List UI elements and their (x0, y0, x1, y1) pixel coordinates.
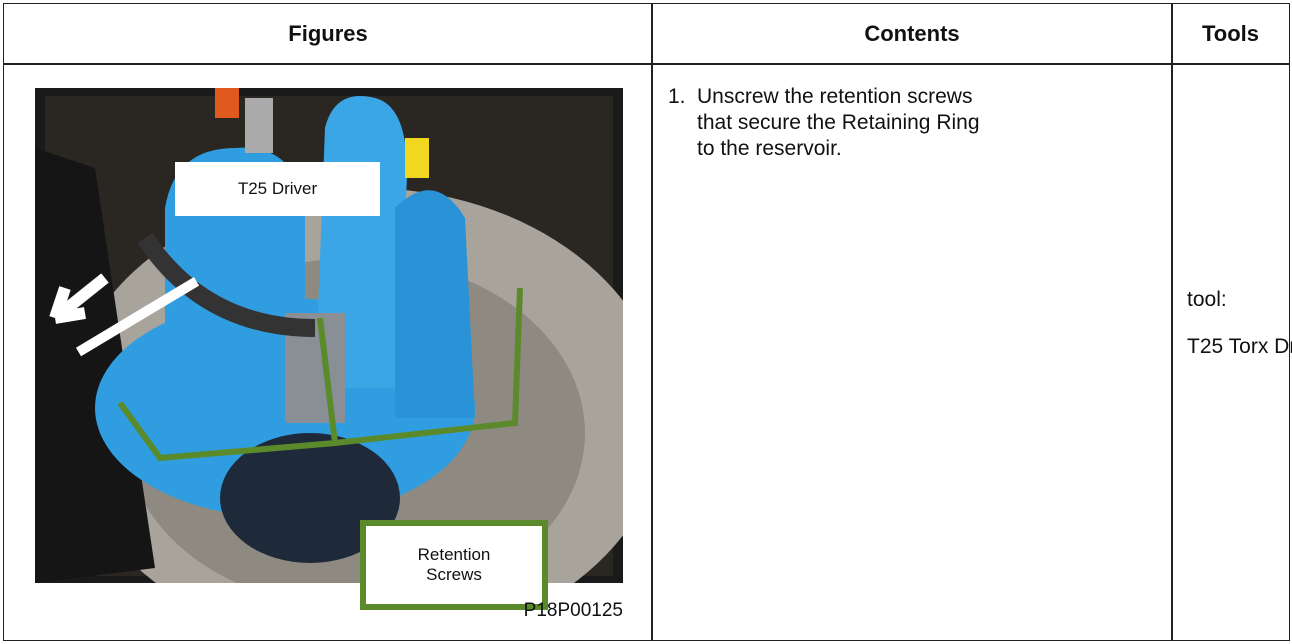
header-cell: Tools (1171, 3, 1290, 65)
tools-cell (1171, 63, 1290, 641)
header-cell: Figures (3, 3, 653, 65)
step-number: 1. (668, 85, 686, 108)
header-text: Tools (1201, 21, 1260, 46)
figure-callout: Retention Screws (360, 520, 548, 610)
header-text: Contents (864, 21, 960, 46)
figure-cell (3, 63, 653, 641)
contents-cell (651, 63, 1173, 641)
tool-item: T25 Torx Driver (1187, 335, 1292, 358)
step-text: Unscrew the retention screws that secure… (697, 85, 980, 160)
tool-label: tool: (1187, 288, 1227, 311)
figure-callout: T25 Driver (175, 162, 380, 216)
header-text: Figures (288, 21, 368, 46)
figure-id: P18P00125 (523, 600, 623, 621)
header-cell: Contents (651, 3, 1173, 65)
